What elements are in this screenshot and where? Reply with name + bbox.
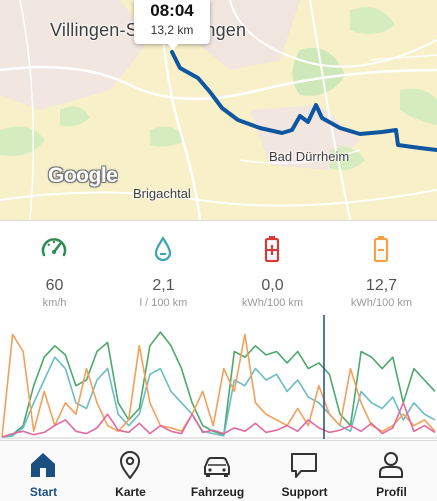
stat-unit: l / 100 km xyxy=(139,297,188,309)
chart-series-line xyxy=(1,402,436,438)
tab-start[interactable]: Start xyxy=(0,441,87,501)
stat-value: 0,0 xyxy=(261,277,284,294)
car-icon xyxy=(204,457,230,477)
tab-label: Start xyxy=(29,485,58,499)
trip-time: 08:04 xyxy=(150,1,194,20)
trip-chart[interactable] xyxy=(0,315,437,440)
speedometer-icon xyxy=(41,238,67,257)
tab-profil[interactable]: Profil xyxy=(348,441,435,501)
chart-series-line xyxy=(1,356,436,438)
trip-distance: 13,2 km xyxy=(150,23,194,37)
battery-charging-icon xyxy=(264,236,280,263)
google-logo: Google xyxy=(48,164,118,187)
map-view[interactable]: Villingen-Schwenningen Bad Dürrheim Brig… xyxy=(0,0,437,220)
water-drop-icon xyxy=(154,236,172,262)
tab-bar: Start Karte Fahrzeug Support Profil xyxy=(0,440,437,501)
home-icon xyxy=(31,453,55,477)
tab-label: Support xyxy=(281,485,328,499)
stat-value: 12,7 xyxy=(365,277,398,294)
chart-series-line xyxy=(1,333,436,438)
battery-icon xyxy=(373,236,389,263)
person-icon xyxy=(379,452,403,478)
map-pin-icon xyxy=(120,451,140,479)
chart-series-line xyxy=(1,331,436,438)
stat-value: 2,1 xyxy=(152,277,175,294)
chat-bubble-icon xyxy=(291,453,317,478)
stat-unit: kWh/100 km xyxy=(241,297,304,309)
tab-label: Fahrzeug xyxy=(190,485,245,499)
stats-row: 60 km/h 2,1 l / 100 km 0,0 kWh/100 km 12… xyxy=(0,220,437,316)
tab-fahrzeug[interactable]: Fahrzeug xyxy=(174,441,261,501)
tab-label: Karte xyxy=(115,485,146,499)
callout-pointer xyxy=(167,43,179,50)
map-town-label: Bad Dürrheim xyxy=(269,149,350,164)
stat-unit: km/h xyxy=(42,297,67,309)
trip-callout[interactable]: 08:04 13,2 km xyxy=(134,0,210,44)
tab-label: Profil xyxy=(376,485,407,499)
tab-karte[interactable]: Karte xyxy=(87,441,174,501)
stat-unit: kWh/100 km xyxy=(350,297,413,309)
map-town-label: Brigachtal xyxy=(133,186,191,201)
stat-value: 60 xyxy=(45,277,64,294)
route-line xyxy=(170,50,437,152)
tab-support[interactable]: Support xyxy=(261,441,348,501)
map-canvas xyxy=(0,0,437,220)
